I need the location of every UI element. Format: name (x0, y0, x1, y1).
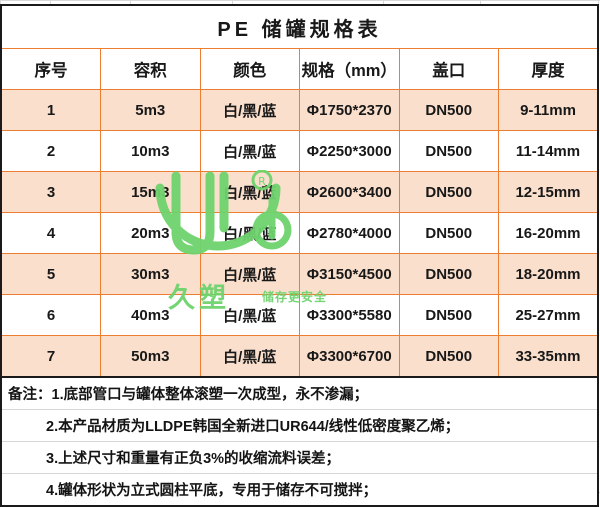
cell-color: 白/黑/蓝 (199, 89, 300, 131)
cell-no: 5 (0, 253, 101, 295)
cell-spec: Φ3300*6700 (299, 335, 400, 378)
cell-spec: Φ2600*3400 (299, 171, 400, 213)
cell-spec: Φ2780*4000 (299, 212, 400, 254)
cell-cap: DN500 (398, 212, 499, 254)
cell-color: 白/黑/蓝 (199, 335, 300, 378)
table-row: 1 5m3 白/黑/蓝 Φ1750*2370 DN500 9-11mm (0, 89, 599, 131)
cell-no: 6 (0, 294, 101, 336)
title-row: PE 储罐规格表 (0, 4, 599, 49)
cell-color: 白/黑/蓝 (199, 212, 300, 254)
column-header-volume: 容积 (100, 48, 201, 90)
cell-volume: 20m3 (100, 212, 201, 254)
cell-volume: 30m3 (100, 253, 201, 295)
column-header-no: 序号 (0, 48, 101, 90)
table-row: 4 20m3 白/黑/蓝 Φ2780*4000 DN500 16-20mm (0, 212, 599, 254)
grid-hline (0, 0, 600, 1)
cell-volume: 15m3 (100, 171, 201, 213)
cell-volume: 5m3 (100, 89, 201, 131)
cell-color: 白/黑/蓝 (199, 253, 300, 295)
note-row: 4.罐体形状为立式圆柱平底，专用于储存不可搅拌； (0, 473, 599, 507)
cell-color: 白/黑/蓝 (199, 294, 300, 336)
table-row: 6 40m3 白/黑/蓝 Φ3300*5580 DN500 25-27mm (0, 294, 599, 336)
cell-no: 3 (0, 171, 101, 213)
column-header-thickness: 厚度 (498, 48, 599, 90)
cell-volume: 10m3 (100, 130, 201, 172)
note-text: 备注：1.底部管口与罐体整体滚塑一次成型，永不渗漏； (8, 387, 369, 403)
pe-tank-spec-table: PE 储罐规格表 序号 容积 颜色 规格（mm） 盖口 厚度 1 5m3 白/黑… (0, 4, 599, 507)
note-cell: 3.上述尺寸和重量有正负3%的收缩流料误差； (0, 441, 599, 474)
cell-color: 白/黑/蓝 (199, 130, 300, 172)
cell-no: 1 (0, 89, 101, 131)
table-header-row: 序号 容积 颜色 规格（mm） 盖口 厚度 (0, 48, 599, 90)
cell-no: 4 (0, 212, 101, 254)
cell-spec: Φ3150*4500 (299, 253, 400, 295)
cell-cap: DN500 (398, 253, 499, 295)
cell-volume: 50m3 (100, 335, 201, 378)
note-text: 2.本产品材质为LLDPE韩国全新进口UR644/线性低密度聚乙烯； (46, 419, 460, 435)
cell-cap: DN500 (398, 294, 499, 336)
cell-spec: Φ1750*2370 (299, 89, 400, 131)
cell-thickness: 33-35mm (498, 335, 599, 378)
note-cell: 备注：1.底部管口与罐体整体滚塑一次成型，永不渗漏； (0, 376, 599, 410)
table-row: 5 30m3 白/黑/蓝 Φ3150*4500 DN500 18-20mm (0, 253, 599, 295)
table-row: 3 15m3 白/黑/蓝 Φ2600*3400 DN500 12-15mm (0, 171, 599, 213)
cell-thickness: 9-11mm (498, 89, 599, 131)
cell-thickness: 12-15mm (498, 171, 599, 213)
note-text: 3.上述尺寸和重量有正负3%的收缩流料误差； (46, 451, 341, 467)
cell-thickness: 25-27mm (498, 294, 599, 336)
column-header-spec: 规格（mm） (299, 48, 400, 90)
cell-color: 白/黑/蓝 (199, 171, 300, 213)
cell-spec: Φ3300*5580 (299, 294, 400, 336)
column-header-color: 颜色 (199, 48, 300, 90)
cell-cap: DN500 (398, 130, 499, 172)
cell-thickness: 16-20mm (498, 212, 599, 254)
note-row: 3.上述尺寸和重量有正负3%的收缩流料误差； (0, 441, 599, 474)
cell-volume: 40m3 (100, 294, 201, 336)
cell-no: 7 (0, 335, 101, 378)
note-row: 备注：1.底部管口与罐体整体滚塑一次成型，永不渗漏； (0, 376, 599, 410)
spec-sheet: PE 储罐规格表 序号 容积 颜色 规格（mm） 盖口 厚度 1 5m3 白/黑… (0, 4, 599, 507)
cell-thickness: 11-14mm (498, 130, 599, 172)
note-cell: 4.罐体形状为立式圆柱平底，专用于储存不可搅拌； (0, 473, 599, 507)
cell-cap: DN500 (398, 171, 499, 213)
cell-no: 2 (0, 130, 101, 172)
cell-thickness: 18-20mm (498, 253, 599, 295)
cell-spec: Φ2250*3000 (299, 130, 400, 172)
note-cell: 2.本产品材质为LLDPE韩国全新进口UR644/线性低密度聚乙烯； (0, 409, 599, 442)
table-row: 7 50m3 白/黑/蓝 Φ3300*6700 DN500 33-35mm (0, 335, 599, 378)
cell-cap: DN500 (398, 89, 499, 131)
cell-cap: DN500 (398, 335, 499, 378)
column-header-cap: 盖口 (398, 48, 499, 90)
table-row: 2 10m3 白/黑/蓝 Φ2250*3000 DN500 11-14mm (0, 130, 599, 172)
page-title: PE 储罐规格表 (0, 4, 599, 49)
note-row: 2.本产品材质为LLDPE韩国全新进口UR644/线性低密度聚乙烯； (0, 409, 599, 442)
note-text: 4.罐体形状为立式圆柱平底，专用于储存不可搅拌； (46, 483, 378, 499)
